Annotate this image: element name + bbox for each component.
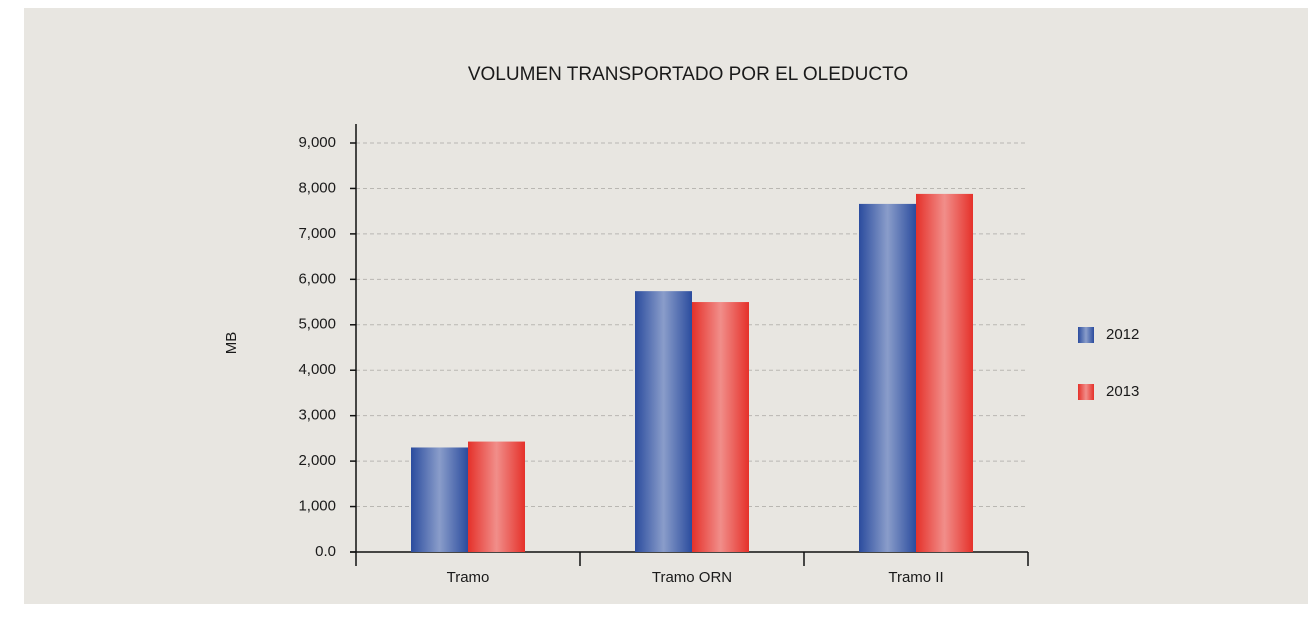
y-tick-label: 6,000	[298, 270, 336, 287]
y-tick-label: 9,000	[298, 134, 336, 151]
y-tick-label: 0.0	[315, 543, 336, 560]
legend-swatch	[1078, 327, 1094, 343]
bar	[916, 193, 973, 553]
y-tick-label: 4,000	[298, 361, 336, 378]
bar	[411, 447, 468, 552]
bar	[692, 302, 749, 552]
x-tick-label: Tramo	[447, 569, 490, 586]
legend-label: 2013	[1106, 383, 1139, 400]
y-axis-label: MB	[223, 332, 240, 355]
x-tick-label: Tramo ORN	[652, 569, 732, 586]
y-tick-label: 1,000	[298, 498, 336, 515]
x-tick-label: Tramo II	[888, 569, 943, 586]
chart-title: VOLUMEN TRANSPORTADO POR EL OLEDUCTO	[468, 64, 908, 85]
legend-swatch	[1078, 384, 1094, 400]
y-tick-label: 2,000	[298, 452, 336, 469]
y-tick-label: 3,000	[298, 407, 336, 424]
legend-label: 2012	[1106, 326, 1139, 343]
bar	[859, 203, 916, 552]
bar	[635, 291, 692, 552]
bar	[468, 441, 525, 552]
y-tick-label: 8,000	[298, 179, 336, 196]
y-tick-label: 7,000	[298, 225, 336, 242]
y-tick-label: 5,000	[298, 316, 336, 333]
